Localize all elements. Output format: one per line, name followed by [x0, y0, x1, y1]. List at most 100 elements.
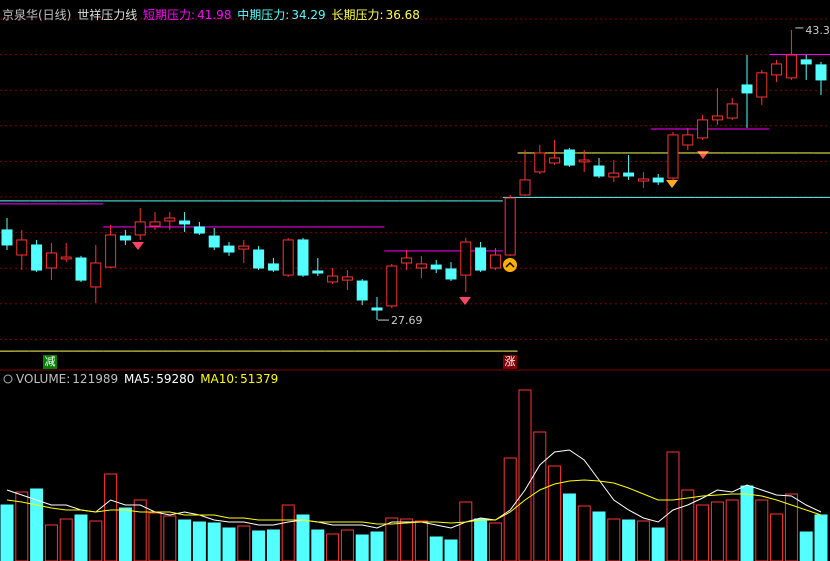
candle-body [90, 262, 102, 288]
legend-value: 36.68 [385, 8, 420, 22]
candle-body [682, 134, 694, 146]
candle-body [75, 257, 87, 281]
legend-value: 59280 [156, 372, 195, 386]
candle-body [534, 152, 546, 173]
candle-body [460, 241, 472, 276]
volume-bar [740, 485, 754, 561]
volume-bar [577, 505, 591, 561]
volume-bar [370, 531, 384, 561]
signal-gem [666, 180, 678, 188]
candle-body [134, 221, 146, 236]
ma-line [6, 479, 822, 525]
legend-value: 51379 [240, 372, 279, 386]
volume-bar [770, 513, 784, 561]
extreme-label: 27.69 [391, 314, 423, 327]
volume-bar [192, 521, 206, 561]
candle-body [267, 263, 279, 271]
volume-bar [355, 534, 369, 561]
volume-bar [74, 514, 88, 561]
legend-name: VOLUME: [16, 372, 71, 386]
volume-bar [459, 501, 473, 561]
candle-body [208, 235, 220, 248]
volume-bar [163, 515, 177, 561]
legend-name: MA5: [123, 372, 155, 386]
volume-bar [429, 536, 443, 561]
candle-body [164, 217, 176, 222]
volume-bar [666, 451, 680, 561]
volume-bar [15, 491, 29, 561]
candle-body [475, 247, 487, 271]
volume-bar [651, 527, 665, 561]
volume-bar [222, 527, 236, 561]
candle-body [726, 103, 738, 119]
volume-bar [89, 520, 103, 561]
volume-bar [710, 501, 724, 561]
legend-value: 121989 [72, 372, 119, 386]
volume-bar [340, 529, 354, 561]
candle-body [60, 256, 72, 260]
candle-body [179, 220, 191, 225]
signal-box [503, 355, 517, 369]
candle-body [31, 244, 43, 271]
candle-body [119, 235, 131, 241]
volume-bar [0, 504, 14, 561]
volume-bar [385, 517, 399, 561]
candle-body [149, 221, 161, 227]
candle-body [489, 254, 501, 269]
legend-name: MA10: [200, 372, 239, 386]
volume-bar [533, 431, 547, 561]
volume-bar [592, 511, 606, 561]
volume-bar [311, 529, 325, 561]
panel-icon [3, 374, 13, 384]
volume-bar [281, 504, 295, 561]
candle-body [223, 245, 235, 253]
candle-body [800, 59, 812, 65]
volume-bar [725, 499, 739, 561]
title: 京泉华(日线) [2, 8, 72, 22]
volume-bar [696, 504, 710, 561]
volume-bar [681, 489, 695, 561]
candle-body [297, 239, 309, 276]
candle-body [1, 229, 13, 246]
volume-bar [133, 499, 147, 561]
volume-bar [104, 473, 118, 561]
price-header: 京泉华(日线) 世祥压力线 短期压力: 41.98 中期压力: 34.29 长期压力… [2, 6, 422, 23]
candle-body [741, 84, 753, 94]
volume-bar [296, 514, 310, 561]
extreme-label: 43.3 [805, 24, 830, 37]
candle-body [608, 172, 620, 178]
signal-box [43, 355, 57, 369]
candle-body [327, 275, 339, 283]
subtitle: 世祥压力线 [77, 8, 138, 22]
candle-body [415, 263, 427, 269]
volume-bar [784, 493, 798, 561]
candle-body [637, 178, 649, 182]
legend-value: 34.29 [291, 8, 326, 22]
legend-name: 长期压力: [331, 8, 384, 22]
legend-name: 短期压力: [143, 8, 196, 22]
volume-bar [266, 529, 280, 561]
signal-gem [459, 297, 471, 305]
candle-body [623, 172, 635, 177]
volume-bar [118, 507, 132, 561]
candle-body [356, 280, 368, 301]
volume-bar [607, 518, 621, 561]
candle-body [445, 268, 457, 280]
candle-body [667, 134, 679, 179]
volume-bar [30, 488, 44, 561]
volume-bar [488, 522, 502, 561]
volume-bar [755, 499, 769, 561]
candle-body [756, 72, 768, 98]
volume-bar [237, 525, 251, 561]
volume-bar [178, 519, 192, 561]
candle-body [711, 115, 723, 121]
candle-body [578, 159, 590, 163]
candle-body [549, 157, 561, 164]
volume-bar [207, 522, 221, 561]
candle-body [371, 307, 383, 311]
volume-bar [59, 518, 73, 561]
volume-bar [44, 524, 58, 561]
signal-gem [697, 151, 709, 159]
